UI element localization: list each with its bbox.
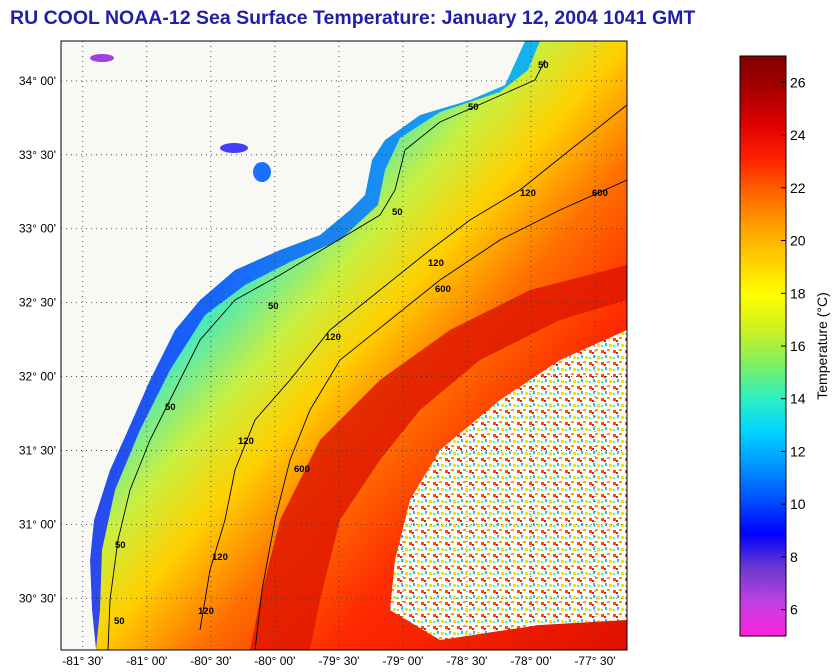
- contour-label: 600: [592, 188, 608, 199]
- longitude-label: -78° 00': [510, 654, 551, 668]
- longitude-label: -79° 00': [382, 654, 423, 668]
- longitude-label: -80° 00': [254, 654, 295, 668]
- longitude-label: -81° 00': [126, 654, 167, 668]
- colorbar-tick-label: 20: [790, 233, 806, 249]
- contour-120m: [199, 104, 627, 631]
- contour-label: 600: [435, 284, 451, 295]
- contour-label-group: 50 50 50 50 50 50 50 120 120 120 120 120…: [114, 60, 608, 627]
- contour-label: 120: [212, 552, 228, 563]
- longitude-label: -80° 30': [190, 654, 231, 668]
- colorbar-scale: [739, 55, 787, 637]
- colorbar-ticks: 26 24 22 20 18 16 14 12 10 8 6: [781, 74, 806, 618]
- contour-50m: [107, 59, 546, 650]
- contour-label: 120: [325, 332, 341, 343]
- contour-label: 50: [538, 60, 549, 71]
- colorbar-tick-label: 8: [790, 549, 798, 565]
- contour-label: 50: [114, 616, 125, 627]
- coastal-cold-water: [90, 41, 540, 650]
- contour-label: 600: [294, 464, 310, 475]
- longitude-label: -78° 30': [446, 654, 487, 668]
- colorbar-tick-label: 22: [790, 180, 806, 196]
- colorbar-tick-label: 26: [790, 74, 806, 90]
- colorbar-tick-label: 14: [790, 391, 806, 407]
- longitude-label: -77° 30': [574, 654, 615, 668]
- latitude-labels: 34° 00' 33° 30' 33° 00' 32° 30' 32° 00' 31° 3…: [19, 74, 56, 605]
- colorbar-tick-label: 24: [790, 127, 806, 143]
- contour-label: 50: [115, 540, 126, 551]
- contour-label: 120: [428, 258, 444, 269]
- lake-moultrie: [220, 143, 248, 153]
- contour-label: 50: [392, 207, 403, 218]
- map-panel: 50 50 50 50 50 50 50 120 120 120 120 120…: [60, 40, 628, 651]
- contour-label: 120: [198, 606, 214, 617]
- colorbar-tick-label: 16: [790, 338, 806, 354]
- map-title: RU COOL NOAA-12 Sea Surface Temperature:…: [10, 7, 696, 29]
- latitude-label: 31° 00': [19, 517, 56, 531]
- colorbar-tick-label: 6: [790, 602, 798, 618]
- contour-label: 50: [268, 301, 279, 312]
- colorbar-tick-label: 10: [790, 496, 806, 512]
- map-frame: [60, 40, 628, 651]
- contour-label: 120: [238, 436, 254, 447]
- latitude-label: 32° 30': [19, 296, 56, 310]
- colorbar-tick-label: 18: [790, 285, 806, 301]
- depth-contours: [107, 59, 627, 650]
- longitude-label: -79° 30': [318, 654, 359, 668]
- longitude-label: -81° 30': [62, 654, 103, 668]
- cloud-contaminated-area: [390, 330, 627, 640]
- colorbar: 26 24 22 20 18 16 14 12 10 8 6 Temperature (°C): [739, 55, 830, 637]
- contour-label: 120: [520, 188, 536, 199]
- colorbar-tick-label: 12: [790, 443, 806, 459]
- latitude-label: 34° 00': [19, 74, 56, 88]
- colorbar-title: Temperature (°C): [814, 292, 830, 400]
- gulf-stream-warm-core: [250, 265, 627, 650]
- latitude-label: 33° 30': [19, 148, 56, 162]
- contour-600m: [254, 179, 627, 650]
- latitude-label: 32° 00': [19, 370, 56, 384]
- longitude-labels: -81° 30' -81° 00' -80° 30' -80° 00' -79° 30'…: [62, 654, 615, 668]
- contour-label: 50: [468, 102, 479, 113]
- latitude-label: 30° 30': [19, 591, 56, 605]
- latitude-label: 33° 00': [19, 222, 56, 236]
- contour-label: 50: [165, 402, 176, 413]
- inland-lake: [90, 54, 114, 62]
- latitude-label: 31° 30': [19, 443, 56, 457]
- lake-marion: [253, 162, 271, 182]
- land-mass: [61, 41, 525, 650]
